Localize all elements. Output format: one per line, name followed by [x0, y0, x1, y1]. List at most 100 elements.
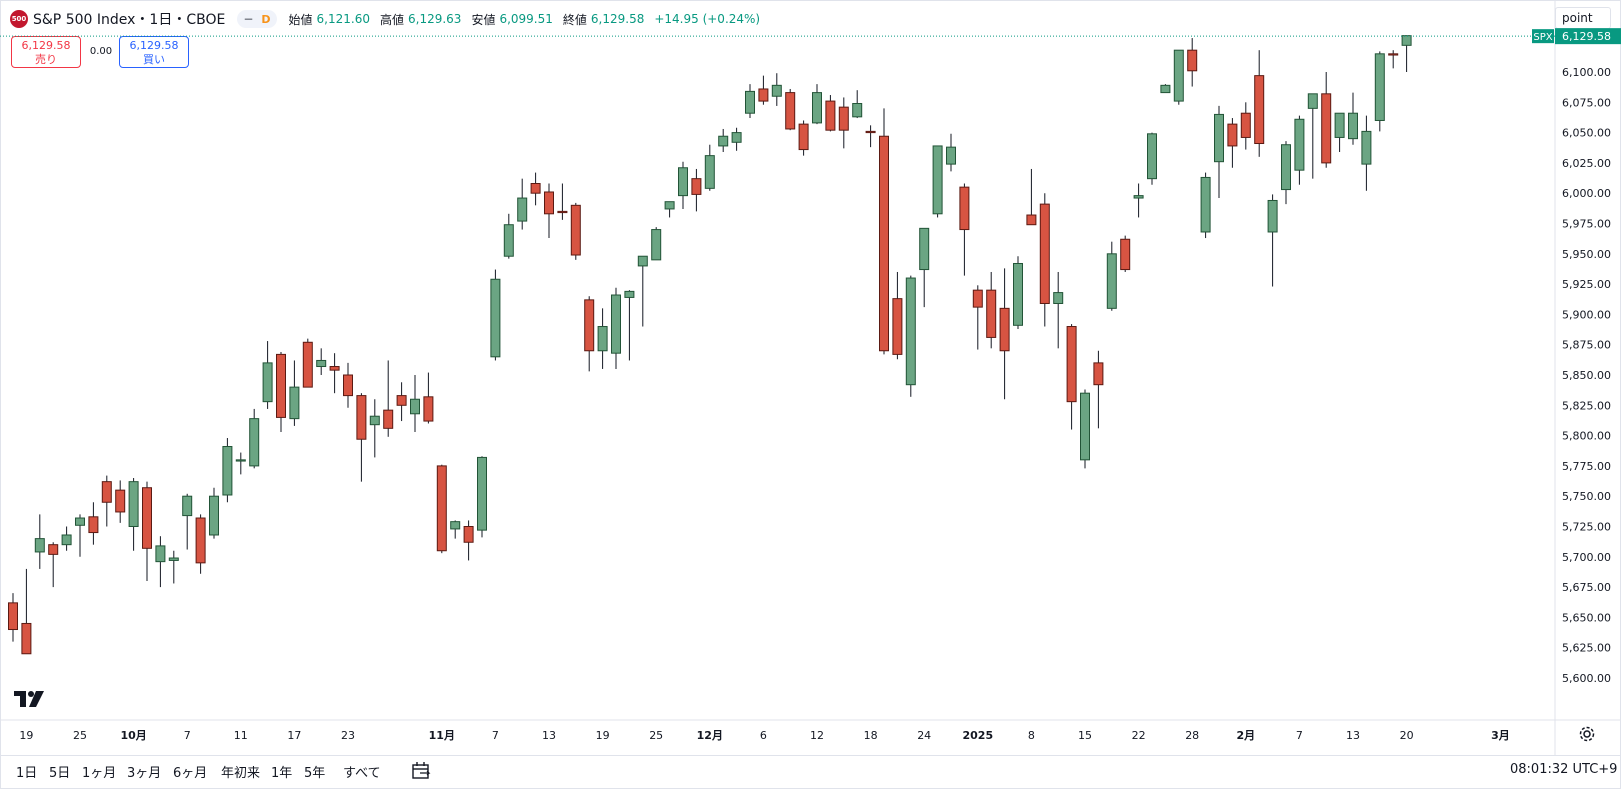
candle-body: [624, 290, 635, 298]
interval-pill[interactable]: − D: [237, 10, 277, 28]
candle-body: [1173, 49, 1184, 102]
candle-body: [691, 178, 702, 195]
candle-body: [919, 227, 930, 271]
candle-body: [597, 326, 608, 352]
candle-body: [999, 307, 1010, 352]
buy-price: 6,129.58: [129, 39, 179, 52]
candle-body: [329, 366, 340, 371]
y-tick-label: 6,100.00: [1562, 66, 1611, 79]
x-tick-label: 2025: [962, 729, 993, 742]
symbol-title[interactable]: S&P 500 Index・1日・CBOE: [33, 12, 226, 28]
range-button[interactable]: 年初来: [221, 766, 261, 781]
compare-date-range-icon[interactable]: [410, 760, 432, 786]
last-price-tag: [1555, 28, 1621, 45]
candle-body: [1374, 53, 1385, 121]
x-tick-label: 12月: [697, 729, 723, 742]
candle-body: [115, 489, 126, 513]
range-button[interactable]: 5年: [304, 766, 326, 781]
candle-body: [316, 359, 327, 368]
range-button[interactable]: すべて: [343, 766, 381, 781]
spread-value: 0.00: [89, 46, 113, 57]
candle-body: [892, 298, 903, 355]
last-price-label: 6,129.58: [1562, 30, 1611, 43]
x-tick-label: 19: [19, 729, 33, 742]
range-button[interactable]: 6ヶ月: [173, 766, 208, 781]
range-button[interactable]: 5日: [49, 766, 71, 781]
candle-body: [235, 459, 246, 462]
candle-body: [1147, 133, 1157, 180]
candle-body: [651, 229, 662, 261]
settings-gear-icon[interactable]: [1578, 725, 1596, 747]
x-tick-label: 3月: [1491, 729, 1510, 742]
candle-body: [745, 90, 755, 114]
open-label: 始値: [288, 12, 313, 27]
candle-body: [276, 353, 286, 418]
range-button[interactable]: 3ヶ月: [127, 766, 162, 781]
y-tick-label: 5,650.00: [1562, 611, 1611, 624]
y-tick-label: 6,075.00: [1562, 96, 1611, 109]
market-status-icon: D: [261, 12, 271, 26]
y-tick-label: 5,825.00: [1562, 399, 1611, 412]
range-button[interactable]: 1日: [16, 766, 38, 781]
sell-button[interactable]: 6,129.58 売り: [11, 36, 81, 68]
candle-body: [812, 92, 822, 124]
candle-body: [302, 341, 313, 388]
y-tick-label: 6,025.00: [1562, 157, 1611, 170]
y-tick-label: 5,625.00: [1562, 642, 1611, 655]
open-value: 6,121.60: [316, 12, 370, 26]
candle-body: [436, 465, 447, 552]
sell-price: 6,129.58: [21, 39, 71, 52]
candle-body: [946, 146, 956, 165]
y-tick-label: 5,925.00: [1562, 278, 1611, 291]
candle-body: [852, 103, 863, 118]
time-readout[interactable]: 08:01:32 UTC+9: [1510, 762, 1618, 777]
y-tick-label: 5,800.00: [1562, 430, 1611, 443]
candle-body: [1227, 123, 1238, 147]
range-button[interactable]: 1年: [271, 766, 293, 781]
candle-body: [61, 534, 72, 546]
candle-body: [1240, 112, 1251, 138]
x-tick-label: 6: [760, 729, 767, 742]
range-button[interactable]: 1ヶ月: [82, 766, 117, 781]
candlestick-chart[interactable]: 5,600.00 5,625.00 5,650.00 5,675.00 5,700.00…: [0, 0, 1621, 755]
y-tick-label: 5,975.00: [1562, 218, 1611, 231]
candle-body: [1106, 253, 1117, 309]
y-tick-label: 5,775.00: [1562, 460, 1611, 473]
candle-body: [517, 197, 528, 222]
candle-body: [771, 84, 782, 97]
candle-body: [584, 299, 595, 352]
candle-body: [262, 362, 273, 403]
candle-body: [1120, 238, 1131, 271]
y-tick-label: 5,900.00: [1562, 308, 1611, 321]
candle-body: [1039, 203, 1050, 304]
y-tick-label: 5,675.00: [1562, 581, 1611, 594]
y-tick-label: 5,850.00: [1562, 369, 1611, 382]
candle-body: [1388, 53, 1399, 56]
low-label: 安値: [471, 12, 496, 27]
symbol-logo[interactable]: 500: [10, 10, 28, 28]
candle-body: [75, 517, 85, 526]
candle-body: [249, 418, 260, 467]
candle-body: [1160, 84, 1171, 94]
symbol-tag-label: SPX: [1533, 32, 1552, 43]
candle-body: [905, 277, 916, 386]
buy-button[interactable]: 6,129.58 買い: [119, 36, 189, 68]
tradingview-logo-icon[interactable]: [14, 691, 46, 711]
candle-body: [209, 495, 219, 536]
candle-body: [1321, 93, 1332, 164]
chart-header: 500 S&P 500 Index・1日・CBOE − D 始値 6,121.6…: [10, 8, 760, 30]
candle-body: [530, 183, 541, 194]
minus-icon: −: [243, 12, 254, 26]
candle-body: [101, 481, 112, 503]
candle-body: [798, 123, 809, 151]
candle-body: [611, 294, 621, 354]
candle-body: [637, 255, 648, 267]
y-tick-label: 6,050.00: [1562, 127, 1611, 140]
y-tick-label: 5,875.00: [1562, 339, 1611, 352]
candle-body: [704, 155, 715, 189]
candle-body: [222, 446, 233, 496]
symbol-tag: [1532, 29, 1554, 44]
candle-body: [678, 167, 688, 197]
candle-body: [718, 135, 729, 147]
candle-body: [1401, 35, 1412, 46]
